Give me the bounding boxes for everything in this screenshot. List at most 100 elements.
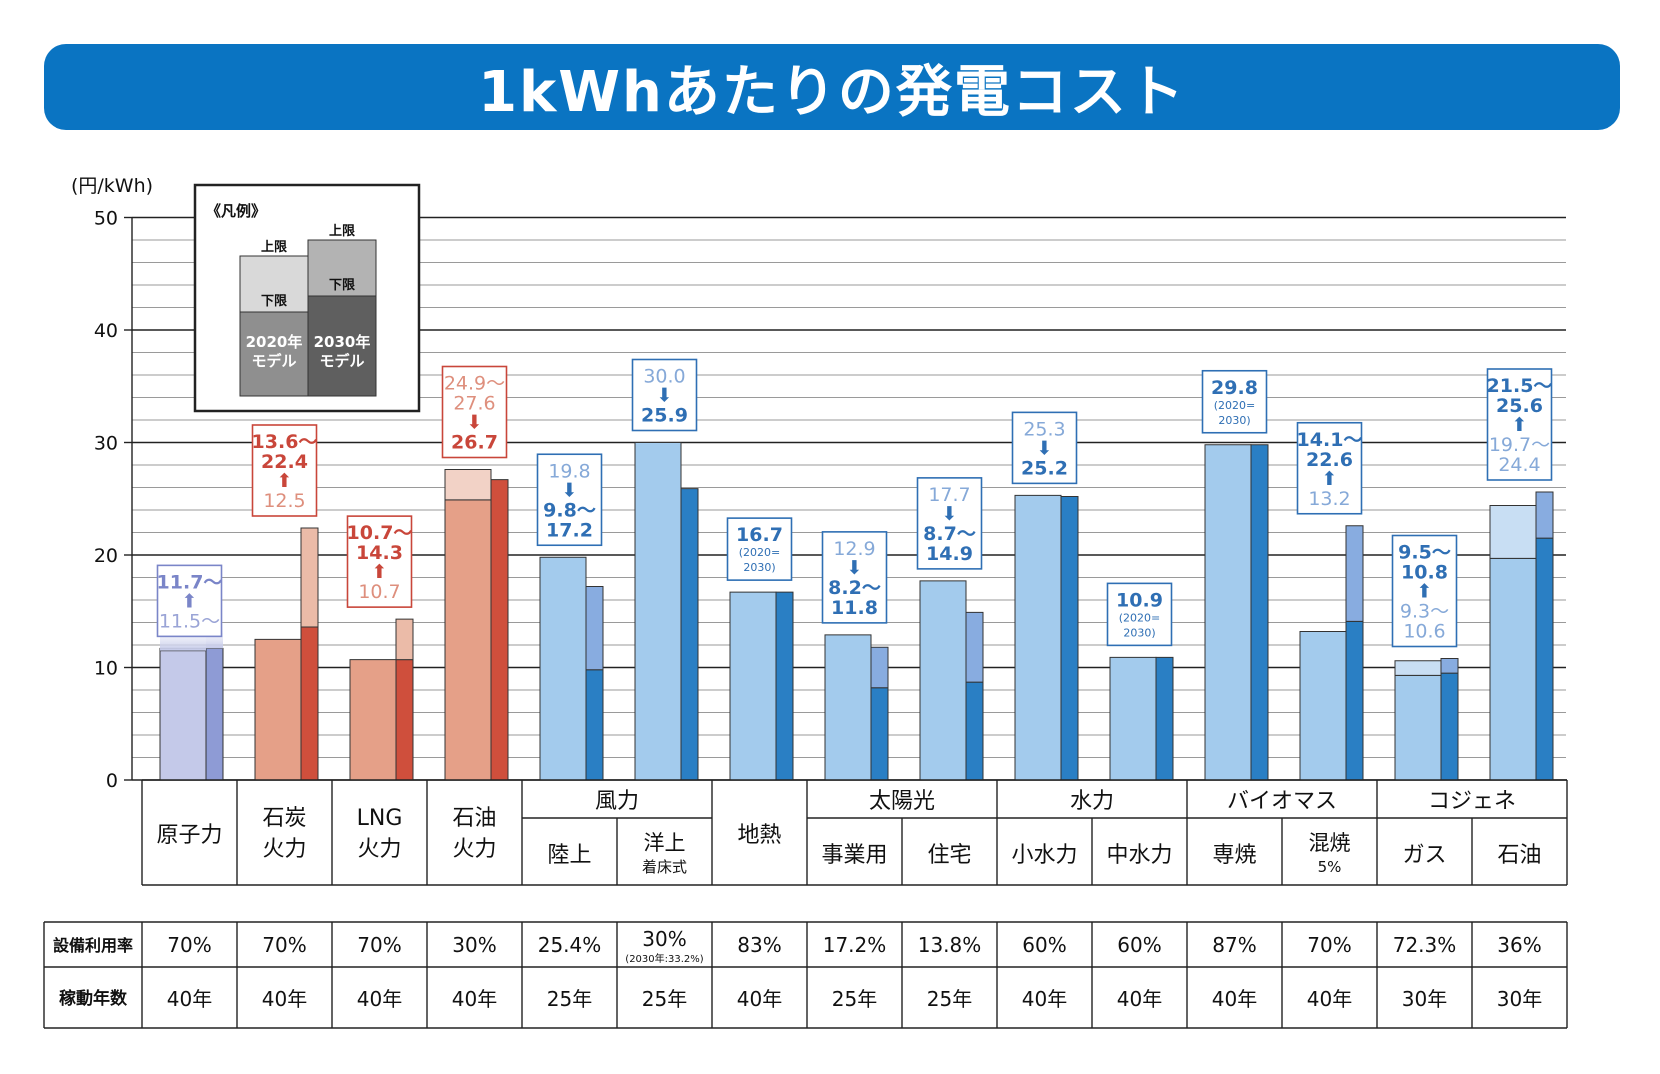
years-value: 25年 <box>642 987 687 1011</box>
callout-text-solar-residential: 8.7～ <box>923 523 976 545</box>
callout-text-cogen-oil: 19.7～ <box>1489 434 1550 456</box>
callout-box-cogen-oil <box>1486 368 1553 481</box>
bar-group-geothermal <box>729 591 794 781</box>
cat-label-sub: 5% <box>1318 858 1342 876</box>
callout-text-wind-onshore: 19.8 <box>548 460 590 482</box>
bar-oil-2020-lower <box>444 499 492 781</box>
cat-group-label: コジェネ <box>1428 789 1516 814</box>
callout-box-coal <box>251 424 318 517</box>
callout-text-biomass-dedicated: 29.8 <box>1211 377 1258 399</box>
bar-hydro-medium-2020-lower <box>1109 656 1157 781</box>
cat-label: 原子力 <box>156 823 222 848</box>
utilization-value: 36% <box>1497 933 1541 957</box>
bar-group-hydro-medium <box>1109 656 1174 781</box>
callout-text-geothermal: (2020= <box>739 546 781 559</box>
cat-group-label: バイオマス <box>1227 789 1337 814</box>
years-value: 30年 <box>1497 987 1542 1011</box>
cat-label: 地熱 <box>737 823 781 848</box>
bar-group-cogen-oil <box>1489 491 1554 781</box>
bar-solar-utility-2030-range <box>870 646 889 689</box>
callout-box-solar-utility <box>821 531 888 624</box>
row-label-years: 稼動年数 <box>59 988 128 1009</box>
callout-box-nuclear <box>156 564 223 638</box>
callout-box-cogen-gas <box>1391 534 1458 648</box>
bar-solar-utility-2030-lower <box>870 687 889 781</box>
bar-cogen-oil-2030-range <box>1535 491 1554 539</box>
callout-text-geothermal: 2030) <box>743 561 775 574</box>
y-tick-label: 50 <box>94 208 118 230</box>
callout-text-biomass-dedicated: (2020= <box>1214 399 1256 412</box>
years-value: 40年 <box>1212 987 1257 1011</box>
callout-text-wind-onshore: 9.8～ <box>543 499 596 521</box>
callout-biomass-cofiring: 14.1～22.6⬆13.2 <box>1296 421 1363 515</box>
callout-text-wind-onshore: 17.2 <box>546 519 593 541</box>
callout-text-cogen-oil: 25.6 <box>1496 395 1543 417</box>
years-value: 40年 <box>357 987 402 1011</box>
callout-text-biomass-cofiring: ⬆ <box>1322 468 1338 490</box>
cat-label: 火力 <box>357 837 401 862</box>
bar-oil-2020-range <box>444 469 492 501</box>
bar-cogen-gas-2030-lower <box>1440 672 1459 781</box>
legend-lower-2030: 下限 <box>329 278 356 293</box>
callout-text-cogen-gas: 9.5～ <box>1398 542 1451 564</box>
callout-text-solar-residential: ⬇ <box>942 503 958 525</box>
callout-box-hydro-medium <box>1106 582 1173 647</box>
bar-wind-onshore-2030-lower <box>585 669 604 781</box>
bar-group-cogen-gas <box>1394 658 1459 781</box>
bar-coal-2030-lower <box>300 626 319 781</box>
cat-label: 石炭 <box>262 806 306 831</box>
callout-geothermal: 16.7(2020= 2030) <box>726 517 793 581</box>
y-tick-label: 40 <box>94 320 118 342</box>
callout-box-biomass-cofiring <box>1296 421 1363 515</box>
bar-lng-2030-range <box>395 618 414 661</box>
bar-solar-residential-2030-range <box>965 611 984 683</box>
bar-hydro-small-2020-lower <box>1014 494 1062 781</box>
callout-text-coal: 12.5 <box>263 490 305 512</box>
callout-text-hydro-medium: 2030) <box>1123 626 1155 639</box>
callout-text-oil: 27.6 <box>453 393 495 415</box>
legend-2030-range <box>307 239 377 297</box>
cat-label: 専焼 <box>1212 843 1256 868</box>
legend-heading: 《凡例》 <box>206 202 266 220</box>
bar-group-coal <box>254 527 319 781</box>
years-value: 30年 <box>1402 987 1447 1011</box>
bar-geothermal-2030-lower <box>775 591 794 781</box>
callout-text-cogen-gas: 10.8 <box>1401 562 1448 584</box>
legend-2020-label: モデル <box>251 352 296 370</box>
cat-group-label: 水力 <box>1070 789 1114 814</box>
cat-label: 混焼 <box>1309 831 1351 855</box>
legend-2030-lower <box>307 295 377 397</box>
cat-label: 洋上 <box>644 831 686 855</box>
utilization-value: 83% <box>737 933 781 957</box>
years-value: 40年 <box>1117 987 1162 1011</box>
legend-upper-2020: 上限 <box>261 240 288 255</box>
cat-label: 火力 <box>262 837 306 862</box>
cat-label: 石油 <box>1497 843 1541 868</box>
cat-label: 事業用 <box>821 843 887 868</box>
callout-text-wind-onshore: ⬇ <box>562 479 578 501</box>
years-value: 40年 <box>452 987 497 1011</box>
callout-text-hydro-small: 25.2 <box>1021 457 1068 479</box>
callout-text-lng: ⬆ <box>372 561 388 583</box>
callout-text-hydro-medium: 10.9 <box>1116 589 1163 611</box>
callout-box-wind-onshore <box>536 453 603 547</box>
callout-cogen-oil: 21.5～25.6⬆19.7～24.4 <box>1486 368 1553 481</box>
bar-group-solar-residential <box>919 580 984 781</box>
cat-label: 住宅 <box>927 843 971 868</box>
callout-box-oil <box>441 365 508 459</box>
callout-box-geothermal <box>726 517 793 581</box>
bar-hydro-small-2030-lower <box>1060 496 1079 781</box>
callout-text-solar-utility: 8.2～ <box>828 577 881 599</box>
years-value: 40年 <box>1022 987 1067 1011</box>
years-value: 25年 <box>832 987 877 1011</box>
callout-text-lng: 10.7～ <box>347 522 413 544</box>
bar-solar-residential-2020-lower <box>919 580 967 781</box>
bar-solar-residential-2030-lower <box>965 681 984 781</box>
callout-text-hydro-medium: (2020= <box>1119 611 1161 624</box>
bar-wind-offshore-2020-lower <box>634 442 682 781</box>
bar-group-oil <box>444 469 509 781</box>
callout-text-wind-offshore: 25.9 <box>641 405 688 427</box>
bar-wind-offshore-2030-lower <box>680 488 699 781</box>
bar-cogen-oil-2020-lower <box>1489 557 1537 781</box>
callout-text-oil: 26.7 <box>451 432 498 454</box>
